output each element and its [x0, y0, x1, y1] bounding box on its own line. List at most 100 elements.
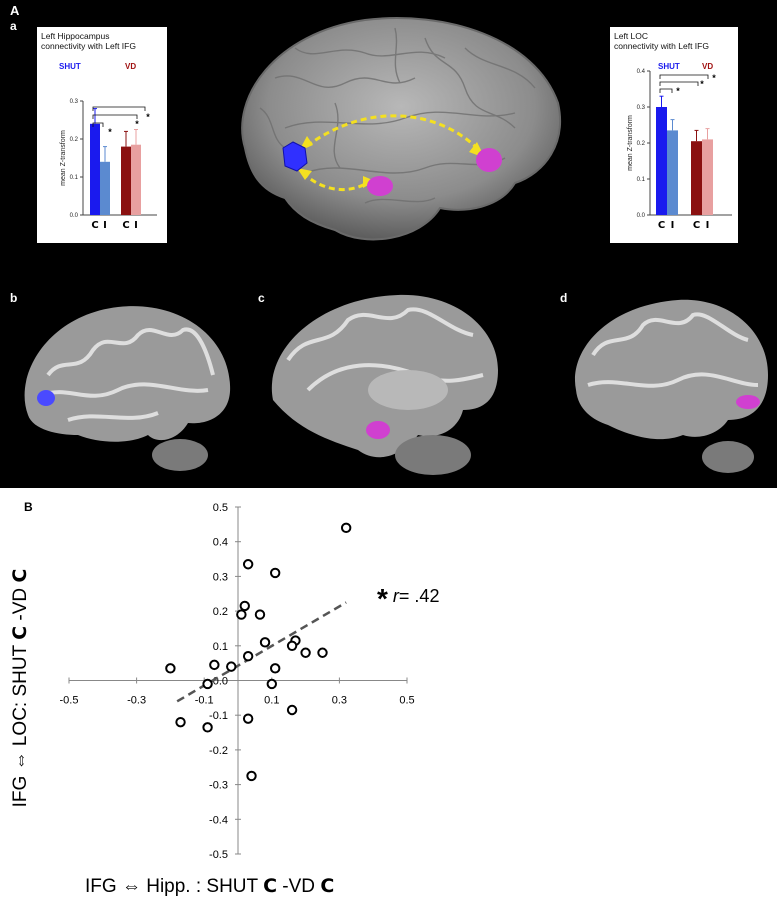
category-label-1: I — [671, 220, 675, 231]
y-tick-label: -0.3 — [209, 780, 228, 792]
data-point — [175, 716, 186, 728]
y-tick-label: 0.2 — [70, 137, 79, 143]
correlation-annotation: * r= .42 — [377, 583, 439, 615]
data-point — [242, 651, 254, 662]
x-tick-label: -0.3 — [127, 695, 146, 707]
significance-bracket-0 — [92, 122, 104, 127]
x-tick-label: 0.1 — [264, 695, 279, 707]
y-tick-label: 0.0 — [637, 213, 646, 219]
x-axis-label: IFG ⇔ Hipp. : SHUT C -VD C — [85, 875, 334, 898]
y-tick-label: -0.4 — [209, 814, 228, 826]
y-tick-label: 0.4 — [637, 69, 646, 75]
data-point — [266, 678, 277, 690]
panel-label-a: a — [10, 19, 17, 33]
category-label-3: I — [706, 220, 710, 231]
legend-shut: SHUT — [658, 62, 680, 71]
y-tick-label: 0.0 — [70, 213, 79, 219]
data-point — [300, 647, 311, 658]
ylabel-text: IFG ⇔ LOC: SHUT — [10, 639, 31, 808]
x-tick-label: -0.1 — [195, 695, 214, 707]
legend-vd: VD — [125, 62, 137, 71]
data-point — [340, 522, 352, 534]
bar-1 — [667, 130, 678, 215]
xlabel-bold-2: C — [320, 875, 335, 897]
legend-shut: SHUT — [59, 62, 81, 71]
data-point — [242, 713, 254, 724]
y-tick-label: 0.3 — [637, 105, 646, 111]
chart-title: Left Hippocampus connectivity with Left … — [41, 31, 136, 51]
significance-bracket-0 — [659, 88, 673, 93]
data-point — [246, 770, 257, 782]
data-point — [317, 647, 328, 658]
ylabel-mid: -VD — [10, 582, 31, 626]
panel-A: A a b c d — [0, 0, 777, 488]
significance-star-1: * — [135, 119, 139, 129]
ylabel-bold-1: C — [9, 625, 31, 640]
bar-1 — [100, 161, 110, 215]
data-point — [202, 678, 213, 690]
panel-label-c: c — [258, 291, 265, 305]
data-point — [286, 640, 298, 652]
category-label-1: I — [103, 220, 107, 231]
panel-label-d: d — [560, 291, 568, 305]
y-tick-label: 0.1 — [637, 177, 646, 183]
r-symbol: r — [392, 586, 399, 606]
data-point — [269, 567, 281, 579]
xlabel-bold-1: C — [263, 875, 278, 897]
significance-bracket-1 — [92, 114, 138, 119]
significance-star-2: * — [146, 112, 150, 122]
panel-B: B — [0, 488, 777, 905]
bar-3 — [131, 144, 141, 215]
data-point — [236, 609, 247, 620]
y-tick-label: 0.3 — [213, 571, 228, 583]
data-point — [226, 661, 237, 672]
category-label-2: C — [693, 220, 700, 231]
panel-label-B: B — [24, 500, 33, 514]
x-tick-label: 0.5 — [399, 695, 414, 707]
y-tick-label: 0.2 — [213, 606, 228, 618]
x-tick-label: 0.3 — [332, 695, 347, 707]
data-point — [165, 663, 176, 674]
significance-star: * — [377, 583, 388, 614]
y-tick-label: 0.4 — [213, 537, 228, 549]
y-tick-label: 0.3 — [70, 99, 79, 105]
y-tick-label: -0.2 — [209, 745, 228, 757]
data-point — [254, 609, 266, 620]
legend-vd: VD — [702, 62, 714, 71]
y-axis-title: mean Z-transform — [60, 130, 67, 186]
y-tick-label: -0.5 — [209, 849, 228, 861]
brain-slice-c — [271, 294, 498, 475]
significance-star-1: * — [700, 79, 704, 89]
x-tick-label: -0.5 — [60, 695, 79, 707]
data-point — [239, 600, 250, 612]
significance-star-0: * — [108, 127, 112, 137]
category-label-0: C — [91, 220, 98, 231]
y-tick-label: 0.2 — [637, 141, 646, 147]
y-tick-label: -0.1 — [209, 710, 228, 722]
significance-bracket-1 — [659, 81, 699, 86]
xlabel-mid: -VD — [277, 876, 321, 897]
y-axis-title: mean Z-transform — [627, 115, 634, 171]
data-point — [209, 659, 220, 671]
scatter-plot: -0.5 -0.3 -0.1 0.1 0.3 0.5 0.5 0.4 0.3 0.2 0.1 0.0 -… — [60, 502, 415, 861]
bar-2 — [121, 146, 131, 215]
panel-label-b: b — [10, 291, 18, 305]
data-point — [202, 722, 213, 733]
y-tick-label: 0.1 — [213, 641, 228, 653]
bar-chart-loc: Left LOC connectivity with Left IFG SHUT… — [610, 27, 738, 243]
category-label-0: C — [658, 220, 665, 231]
xlabel-text: IFG ⇔ Hipp. : SHUT — [85, 876, 264, 897]
bar-0 — [90, 123, 100, 215]
significance-star-0: * — [676, 86, 680, 96]
category-label-3: I — [134, 220, 138, 231]
bar-chart-hippocampus: Left Hippocampus connectivity with Left … — [37, 27, 167, 243]
category-label-2: C — [122, 220, 129, 231]
panel-label-A: A — [10, 3, 20, 18]
significance-bracket-2 — [659, 74, 709, 79]
bar-3 — [702, 139, 713, 215]
y-tick-label: 0.5 — [213, 502, 228, 514]
bar-0 — [656, 107, 667, 215]
chart-title: Left LOC connectivity with Left IFG — [614, 31, 709, 51]
